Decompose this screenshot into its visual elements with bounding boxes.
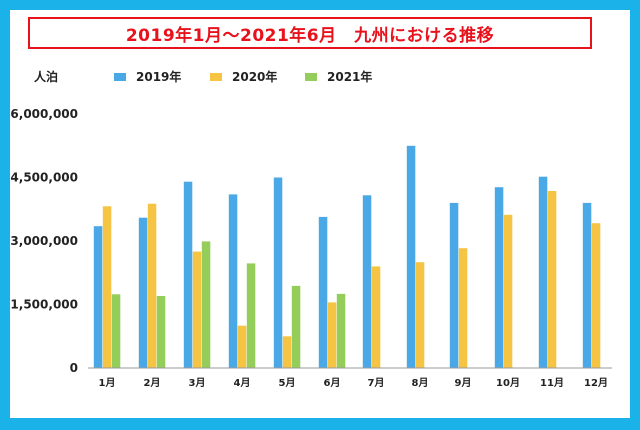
y-tick-label: 3,000,000 <box>10 234 78 248</box>
bar-2020年-1月 <box>102 206 112 368</box>
bar-2021年-2月 <box>156 296 166 368</box>
bar-2021年-5月 <box>291 285 301 368</box>
bar-2020年-8月 <box>415 262 425 368</box>
legend-item-2020: 2020年 <box>210 68 277 85</box>
bar-2019年-4月 <box>228 194 238 368</box>
x-tick-label: 3月 <box>189 377 206 389</box>
bar-2019年-7月 <box>362 195 372 368</box>
bar-2019年-1月 <box>93 226 103 368</box>
bar-2019年-9月 <box>449 202 459 368</box>
bar-2019年-8月 <box>406 145 416 369</box>
x-tick-label: 9月 <box>455 377 472 389</box>
bar-2020年-6月 <box>327 302 337 368</box>
bar-2019年-2月 <box>138 217 148 368</box>
x-tick-label: 2月 <box>144 377 161 389</box>
legend-swatch-2020 <box>210 72 222 81</box>
legend-label-2021: 2021年 <box>327 70 373 84</box>
y-tick-label: 4,500,000 <box>10 171 78 185</box>
chart-title-text: 2019年1月～2021年6月 九州における推移 <box>125 25 495 46</box>
legend-item-2019: 2019年 <box>114 68 181 85</box>
x-tick-label: 5月 <box>279 377 296 389</box>
chart-title: 2019年1月～2021年6月 九州における推移 <box>28 17 592 49</box>
bar-2020年-10月 <box>503 214 513 368</box>
legend-label-2020: 2020年 <box>232 70 278 84</box>
bar-2020年-11月 <box>547 191 557 368</box>
y-tick-label: 0 <box>70 361 78 375</box>
bar-2020年-12月 <box>591 223 601 368</box>
bar-2019年-5月 <box>273 177 283 368</box>
y-tick-label: 1,500,000 <box>10 298 78 312</box>
x-tick-label: 12月 <box>584 377 608 389</box>
y-tick-label: 6,000,000 <box>10 107 78 121</box>
x-tick-label: 6月 <box>324 377 341 389</box>
bar-2020年-4月 <box>237 325 247 368</box>
bar-2019年-3月 <box>183 181 193 368</box>
bar-2020年-3月 <box>192 251 202 368</box>
bar-2020年-7月 <box>371 266 381 368</box>
x-tick-label: 4月 <box>234 377 251 389</box>
x-tick-label: 8月 <box>412 377 429 389</box>
bar-2019年-12月 <box>582 202 592 368</box>
x-tick-label: 7月 <box>368 377 385 389</box>
bar-2021年-4月 <box>246 263 256 368</box>
x-tick-label: 1月 <box>99 377 116 389</box>
bar-2021年-1月 <box>111 294 121 368</box>
bar-2019年-11月 <box>538 176 548 368</box>
legend-label-2019: 2019年 <box>136 70 182 84</box>
bar-2021年-3月 <box>201 241 211 368</box>
x-tick-label: 10月 <box>496 377 520 389</box>
bar-2020年-9月 <box>458 248 468 368</box>
bar-2020年-2月 <box>147 203 157 368</box>
x-tick-label: 11月 <box>540 377 564 389</box>
y-unit-label: 人泊 <box>34 70 59 84</box>
legend-swatch-2019 <box>114 72 126 81</box>
bar-2019年-6月 <box>318 216 328 368</box>
bar-2020年-5月 <box>282 336 292 369</box>
legend-item-2021: 2021年 <box>305 68 372 85</box>
legend-swatch-2021 <box>305 72 317 81</box>
bar-2019年-10月 <box>494 187 504 368</box>
bar-2021年-6月 <box>336 293 346 368</box>
